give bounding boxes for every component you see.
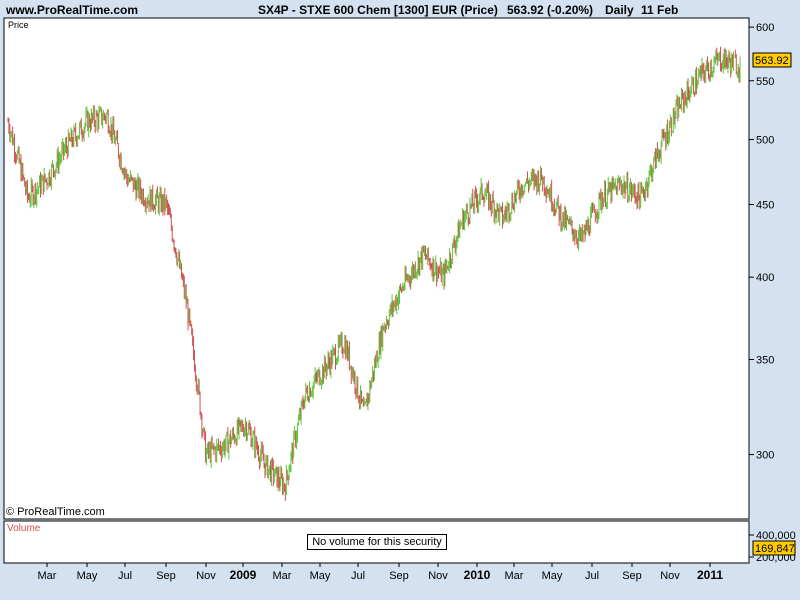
no-volume-message: No volume for this security <box>307 534 447 550</box>
y-tick-label: 300 <box>756 450 774 462</box>
x-tick-label: May <box>310 570 331 582</box>
last-price-value: 563.92 <box>755 55 789 67</box>
site-name[interactable]: www.ProRealTime.com <box>6 3 139 17</box>
last-price-box <box>752 52 792 68</box>
x-tick-label: Sep <box>156 570 176 582</box>
x-tick-label: Jul <box>585 570 599 582</box>
chart-title: SX4P - STXE 600 Chem [1300] EUR (Price) <box>258 3 498 17</box>
header: www.ProRealTime.com SX4P - STXE 600 Chem… <box>0 0 800 18</box>
x-tick-label: Mar <box>273 570 292 582</box>
x-tick-label: Jul <box>351 570 365 582</box>
last-price: 563.92 (-0.20%) <box>507 3 594 17</box>
x-tick-label: Mar <box>505 570 524 582</box>
y-tick-label: 500 <box>756 135 774 147</box>
volume-axis: 400,000 200,000 169,847 <box>749 530 796 564</box>
x-tick-label: Nov <box>660 570 680 582</box>
last-price-badge: 563.92 <box>752 52 792 68</box>
x-tick-label: Sep <box>389 570 409 582</box>
copyright: © ProRealTime.com <box>6 506 105 518</box>
volume-label: Volume <box>7 523 41 534</box>
x-tick-label: May <box>542 570 563 582</box>
volume-badge-box <box>752 540 796 556</box>
date: 11 Feb <box>641 3 679 17</box>
price-panel[interactable] <box>3 17 750 520</box>
price-label: Price <box>8 20 29 30</box>
price-candles <box>7 46 741 501</box>
x-tick-label: Sep <box>622 570 642 582</box>
y-tick-label: 600 <box>756 22 774 34</box>
volume-badge: 169,847 <box>755 543 795 555</box>
price-axis: 300 350 400 450 500 550 600 <box>749 22 774 462</box>
x-tick-label: 2011 <box>697 568 723 582</box>
x-tick-label: Nov <box>428 570 448 582</box>
y-tick-label: 350 <box>756 355 774 367</box>
period: Daily <box>605 3 634 17</box>
y-tick-label: 450 <box>756 200 774 212</box>
x-tick-label: May <box>77 570 98 582</box>
x-tick-label: Mar <box>38 570 57 582</box>
y-tick-label: 550 <box>756 76 774 88</box>
volume-tick-label: 400,000 <box>756 530 796 542</box>
y-tick-label: 400 <box>756 272 774 284</box>
time-axis: Mar May Jul Sep Nov 2009 Mar May Jul Sep Nov 2010 Ma… <box>38 563 723 582</box>
x-tick-label: Jul <box>118 570 132 582</box>
x-tick-label: Nov <box>196 570 216 582</box>
x-tick-label: 2009 <box>230 568 257 582</box>
x-tick-label: 2010 <box>464 568 491 582</box>
